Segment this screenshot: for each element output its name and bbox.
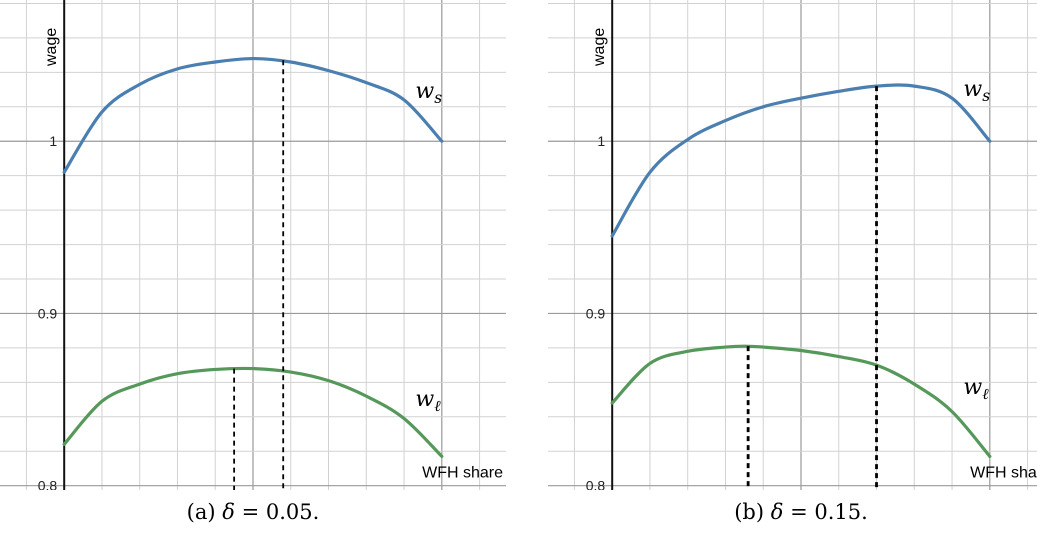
caption-b-symbol: δ	[770, 500, 784, 524]
marker-label-rho-s: ρs	[864, 485, 885, 490]
caption-a-suffix: = 0.05.	[234, 500, 320, 524]
y-tick-label: 0.8	[38, 478, 58, 490]
series-label-ws: ws	[963, 77, 990, 105]
caption-a-prefix: (a)	[186, 500, 223, 524]
caption-b-prefix: (b)	[734, 500, 771, 524]
series-line-w-s	[62, 56, 444, 174]
x-axis-label: WFH share	[422, 465, 503, 482]
grid	[0, 0, 506, 490]
y-tick-label: 0.9	[586, 305, 606, 321]
y-axis-label: wage	[591, 28, 608, 67]
series-label-wl: wℓ	[963, 375, 989, 403]
series-line-w-l	[62, 366, 444, 459]
series-line-w-l	[610, 344, 992, 459]
grid	[548, 0, 1037, 490]
marker-label-rho-s: ρs	[270, 485, 291, 490]
y-tick-label: 1	[49, 133, 57, 149]
marker-label-rho-ℓ: ρℓ	[222, 485, 241, 490]
caption-a: (a) δ = 0.05.	[0, 500, 506, 524]
series-label-ws: ws	[415, 79, 442, 107]
caption-b-suffix: = 0.15.	[783, 500, 868, 524]
caption-a-symbol: δ	[222, 500, 235, 524]
series-line-w-s	[610, 83, 992, 238]
caption-b: (b) δ = 0.15.	[548, 500, 1037, 524]
marker-label-rho-ℓ: ρℓ	[736, 485, 755, 490]
series-label-wl: wℓ	[415, 387, 441, 415]
y-axis-label: wage	[43, 28, 60, 67]
y-tick-label: 1	[597, 133, 605, 149]
x-axis-label: WFH share	[970, 465, 1037, 482]
y-tick-label: 0.9	[38, 305, 58, 321]
y-tick-label: 0.8	[586, 478, 606, 490]
